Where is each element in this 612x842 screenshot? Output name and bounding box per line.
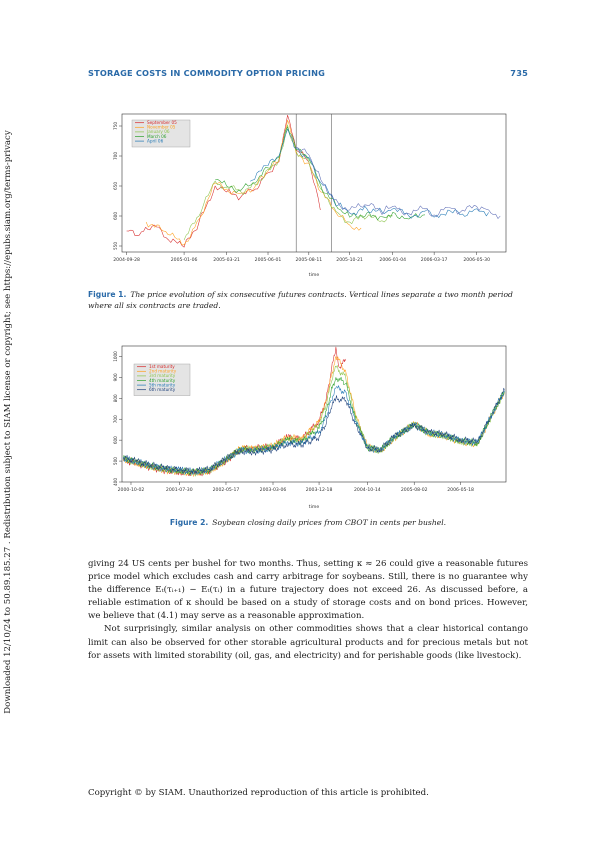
- figure-2-chart: 400 500 600 700 800 900 1000 2000-10-02 2001-07-…: [113, 345, 507, 510]
- chart2-x-tick-label: 2004-10-14: [354, 487, 381, 493]
- copyright-footer: Copyright © by SIAM. Unauthorized reprod…: [88, 788, 429, 798]
- chart2-y-tick-label: 900: [113, 373, 118, 381]
- chart1-x-tick-label: 2004-09-28: [113, 257, 140, 263]
- figure-1-chart: 550 600 650 700 750 2004-09-28 2005-01-06 2005-…: [113, 113, 507, 278]
- chart1-series-line-2: [145, 119, 362, 246]
- page-number: 735: [510, 68, 528, 78]
- chart2-legend-label: 4th maturity: [149, 378, 176, 383]
- chart2-x-axis-label: time: [309, 504, 320, 510]
- chart1-x-tick-label: 2006-05-30: [463, 257, 490, 263]
- chart2-y-tick-label: 1000: [113, 351, 118, 362]
- chart1-legend-box: [131, 119, 191, 148]
- download-notice: Downloaded 12/10/24 to 50.89.185.27 . Re…: [2, 130, 14, 713]
- chart1-series-line-6: [296, 146, 501, 219]
- download-notice-text: Downloaded 12/10/24 to 50.89.185.27 . Re…: [3, 130, 13, 714]
- body-paragraph-1: giving 24 US cents per bushel for two mo…: [88, 559, 528, 622]
- chart2-legend-label: 5th maturity: [149, 382, 176, 387]
- chart2-x-tick-label: 2006-05-18: [447, 487, 474, 493]
- chart2-y-tick-label: 400: [113, 478, 118, 486]
- chart1-x-tick-label: 2006-03-17: [421, 257, 448, 263]
- figure-1: 550 600 650 700 750 2004-09-28 2005-01-06 2005-…: [110, 112, 510, 278]
- chart2-legend-label: 6th maturity: [149, 387, 176, 392]
- chart1-y-tick-label: 750: [113, 122, 118, 130]
- figure-1-caption-text: The price evolution of six consecutive f…: [88, 290, 513, 310]
- body-paragraph-2: Not surprisingly, similar analysis on ot…: [88, 624, 528, 661]
- chart1-y-tick-label: 600: [113, 212, 118, 220]
- chart2-x-tick-label: 2001-07-30: [166, 487, 193, 493]
- chart2-x-tick-label: 2002-05-17: [213, 487, 240, 493]
- chart2-y-tick-label: 700: [113, 415, 118, 423]
- chart2-legend-label: 1st maturity: [149, 364, 175, 369]
- chart1-x-tick-label: 2005-03-21: [213, 257, 240, 263]
- chart2-series-line-6: [123, 387, 505, 475]
- chart2-y-tick-label: 600: [113, 436, 118, 444]
- figure-2-label: Figure 2.: [169, 518, 209, 527]
- chart1-legend-label: April 06: [147, 138, 164, 143]
- figure-1-caption: Figure 1. The price evolution of six cons…: [88, 290, 528, 311]
- chart2-x-tick-label: 2000-10-02: [118, 487, 145, 493]
- figure-2: 400 500 600 700 800 900 1000 2000-10-02 2001-07-…: [110, 342, 510, 510]
- chart2-y-tick-label: 800: [113, 394, 118, 402]
- chart1-series-line-4: [215, 126, 425, 221]
- body-text: giving 24 US cents per bushel for two mo…: [88, 558, 528, 663]
- chart1-x-tick-label: 2005-10-21: [336, 257, 363, 263]
- chart1-legend-label: March 06: [147, 134, 167, 139]
- chart1-y-tick-label: 550: [113, 242, 118, 250]
- running-header: STORAGE COSTS IN COMMODITY OPTION PRICIN…: [88, 68, 528, 80]
- running-header-title: STORAGE COSTS IN COMMODITY OPTION PRICIN…: [88, 68, 326, 78]
- chart1-x-tick-label: 2006-01-04: [379, 257, 406, 263]
- chart1-y-tick-label: 650: [113, 182, 118, 190]
- figure-2-caption-text: Soybean closing daily prices from CBOT i…: [212, 518, 447, 527]
- chart1-x-axis-label: time: [309, 272, 320, 278]
- chart1-legend-label: January 06: [146, 129, 170, 134]
- chart2-series-line-5: [123, 385, 505, 475]
- chart2-legend-label: 2nd maturity: [149, 369, 177, 374]
- chart2-legend-box: [133, 363, 191, 396]
- figure-2-caption: Figure 2. Soybean closing daily prices fr…: [88, 518, 528, 529]
- chart1-x-tick-label: 2005-01-06: [171, 257, 198, 263]
- chart1-y-tick-label: 700: [113, 152, 118, 160]
- figure-1-label: Figure 1.: [88, 290, 127, 299]
- chart2-x-tick-label: 2003-03-06: [260, 487, 287, 493]
- chart1-x-tick-label: 2005-08-11: [295, 257, 322, 263]
- chart2-y-tick-label: 500: [113, 457, 118, 465]
- chart1-series-line-5: [250, 128, 489, 219]
- chart1-legend-label: November 05: [147, 125, 176, 130]
- chart2-legend-label: 3rd maturity: [149, 373, 176, 378]
- chart2-x-tick-label: 2005-08-02: [401, 487, 428, 493]
- chart1-x-tick-label: 2005-06-01: [255, 257, 282, 263]
- chart2-x-tick-label: 2003-12-18: [306, 487, 333, 493]
- chart1-legend-label: September 05: [147, 120, 177, 125]
- chart1-series-line-3: [183, 124, 393, 241]
